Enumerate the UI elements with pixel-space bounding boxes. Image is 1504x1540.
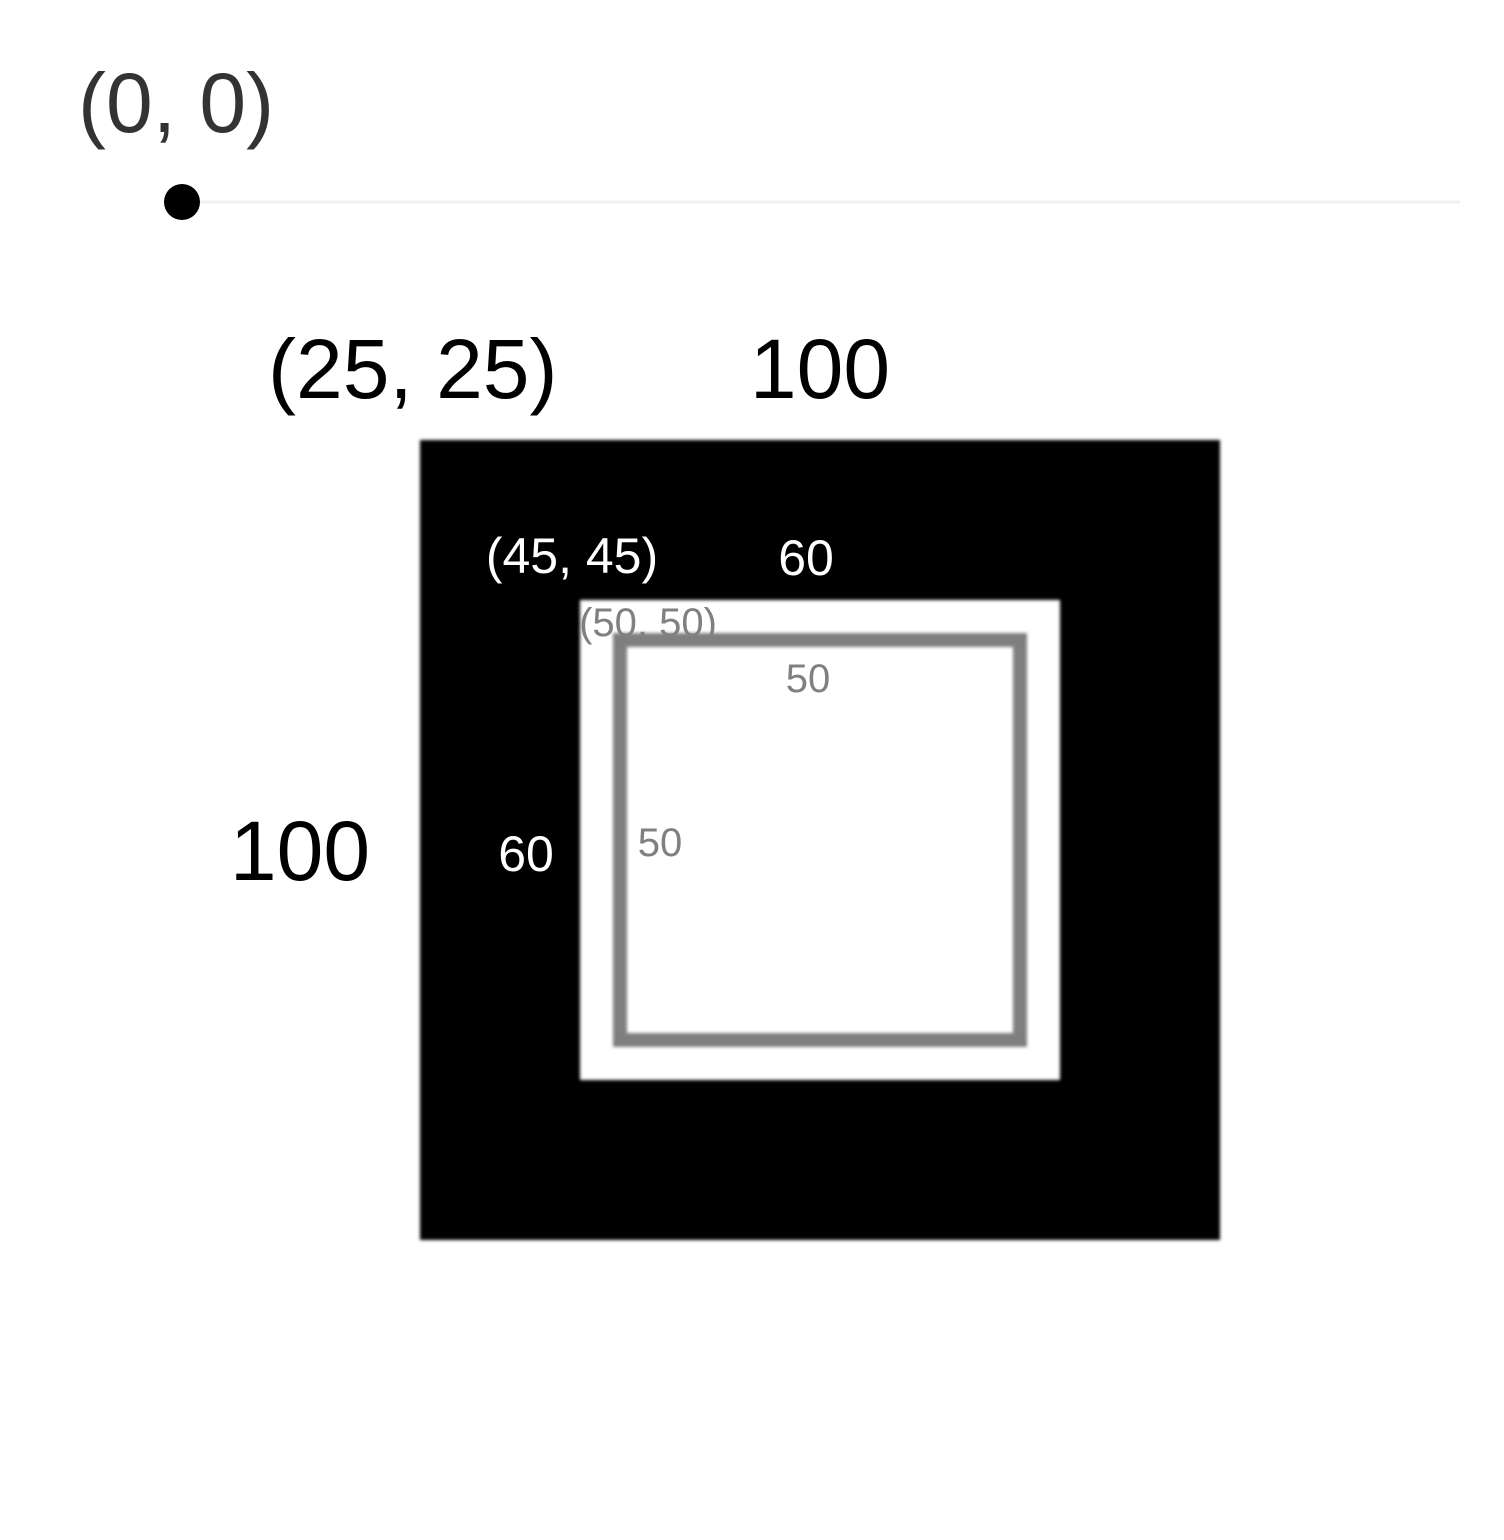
- origin-dot: [164, 184, 200, 220]
- middle-square-origin-label: (45, 45): [486, 528, 658, 584]
- middle-square-height-label: 60: [498, 826, 554, 882]
- outer-square-width-label: 100: [750, 322, 890, 416]
- inner-square-width-label: 50: [786, 657, 831, 701]
- outer-square-height-label: 100: [230, 804, 370, 898]
- origin-label: (0, 0): [78, 56, 274, 150]
- inner-square-origin-label: (50, 50): [579, 601, 717, 645]
- inner-square-height-label: 50: [638, 821, 683, 865]
- middle-square: [580, 600, 1060, 1080]
- outer-square-origin-label: (25, 25): [268, 322, 558, 416]
- middle-square-width-label: 60: [778, 530, 834, 586]
- inner-square: [613, 633, 1027, 1047]
